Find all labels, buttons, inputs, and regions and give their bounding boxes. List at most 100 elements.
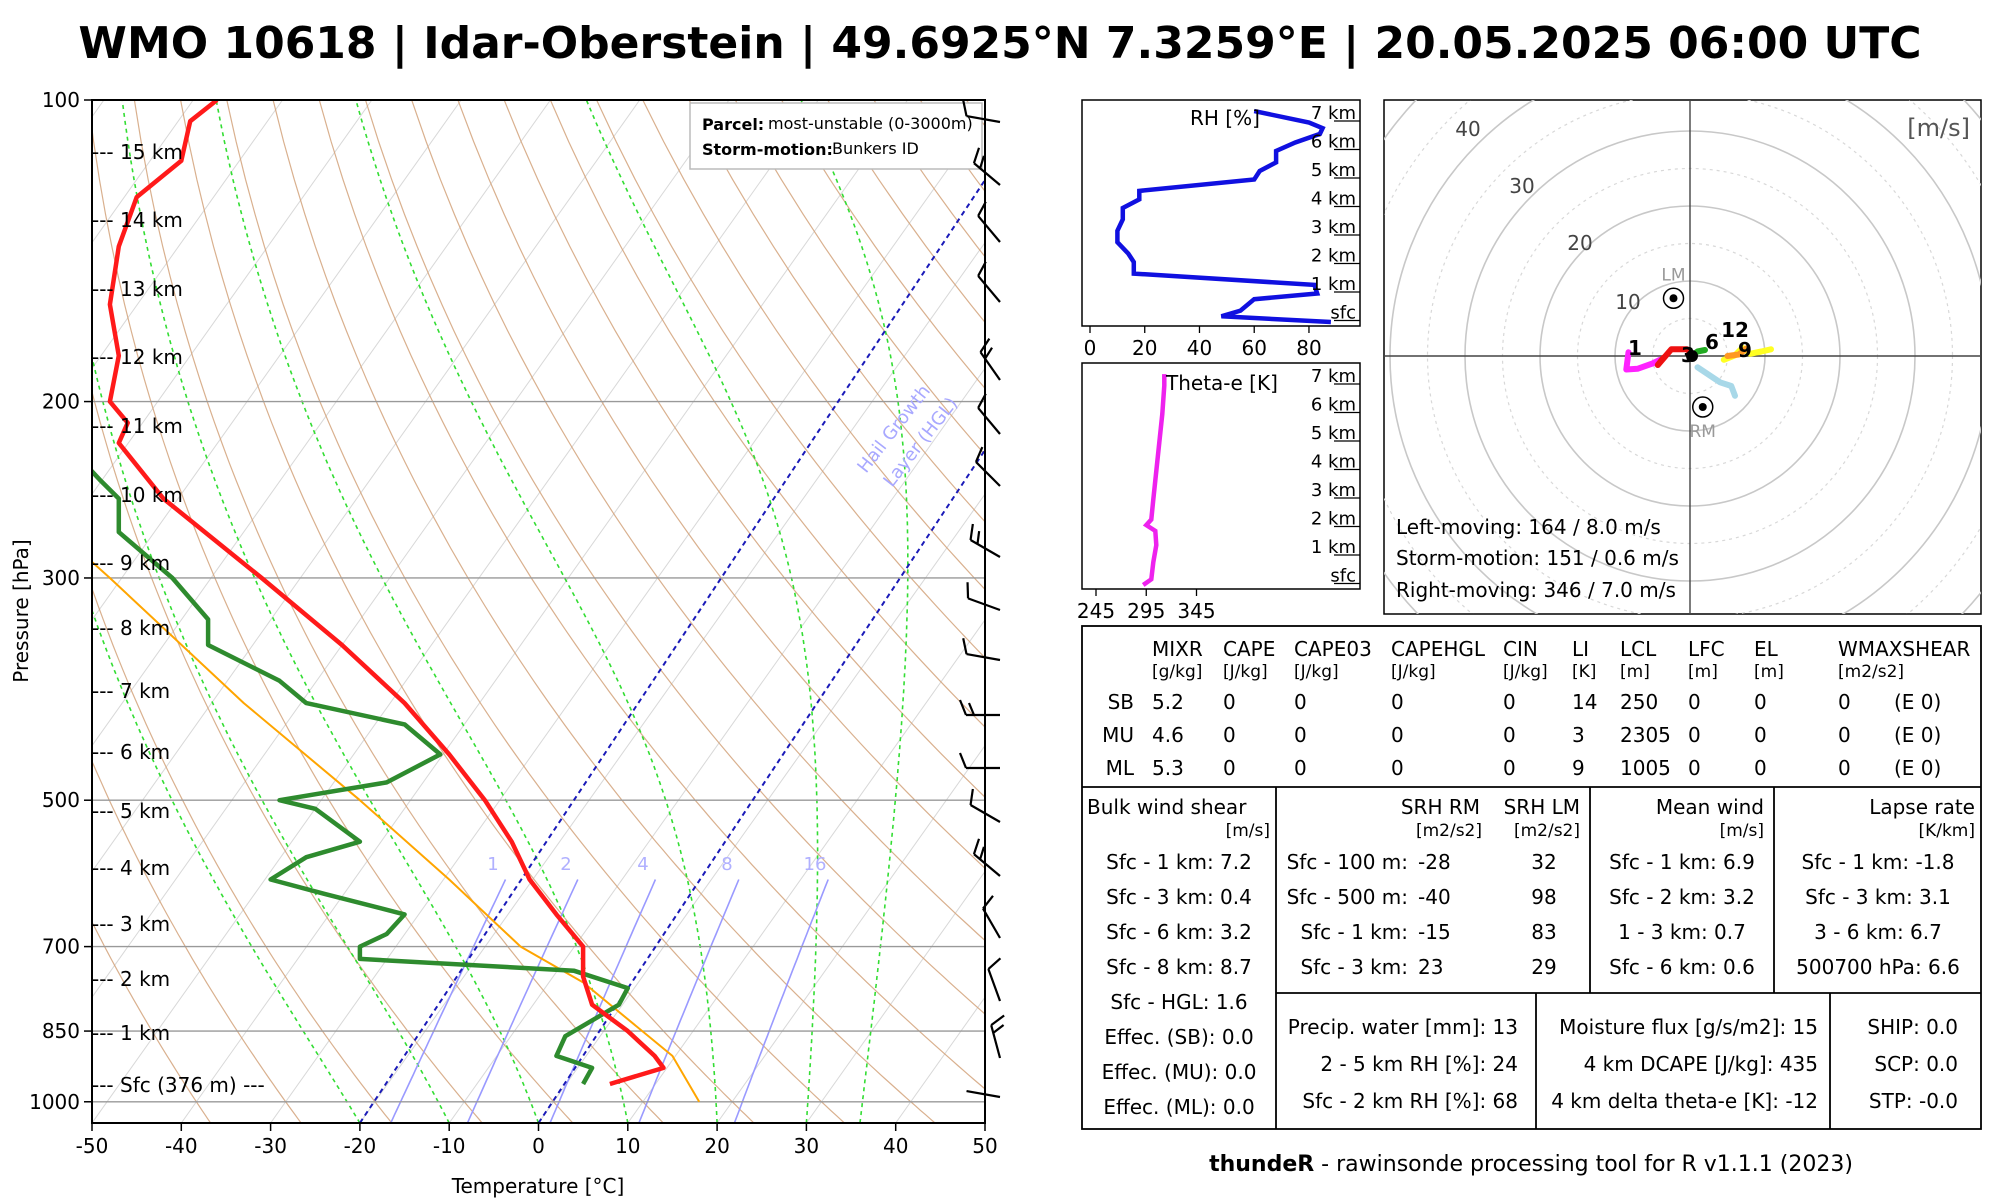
height-label: --- 8 km: [92, 616, 170, 640]
srh-rm-header: SRH RM: [1401, 795, 1480, 819]
srh-lm-unit: [m2/s2]: [1514, 821, 1580, 841]
temp-tick-label: 10: [615, 1134, 640, 1158]
srh-lm-value: 83: [1531, 920, 1556, 944]
temp-tick-label: -40: [165, 1134, 198, 1158]
barb-staff: [988, 969, 1000, 1001]
barb-flag: [980, 896, 996, 909]
srh-row-label: Sfc - 1 km:: [1300, 920, 1408, 944]
mean-wind-row: Sfc - 2 km: 3.2: [1609, 885, 1755, 909]
params-cell: 0: [1391, 690, 1404, 714]
srh-row-label: Sfc - 100 m:: [1287, 850, 1408, 874]
params-unit-cell: [m]: [1620, 662, 1650, 682]
rh-height-label: 4 km: [1311, 189, 1356, 210]
wind-barb: [974, 202, 1011, 242]
srh-rm-value: -15: [1418, 920, 1451, 944]
srh-row-label: Sfc - 3 km:: [1300, 955, 1408, 979]
srh-rm-value: -40: [1418, 885, 1451, 909]
height-label: --- 15 km: [92, 140, 183, 164]
rh-tick-label: 20: [1132, 336, 1157, 360]
thetae-height-label: 6 km: [1311, 395, 1356, 416]
hodograph-ring-label: 10: [1615, 290, 1640, 314]
params-cell: 0: [1688, 690, 1701, 714]
temp-tick-label: -20: [344, 1134, 377, 1158]
wind-barb: [990, 1015, 1015, 1058]
pressure-tick-label: 1000: [29, 1090, 80, 1114]
temp-tick-label: -30: [254, 1134, 287, 1158]
thetae-tick-label: 245: [1077, 599, 1115, 623]
params-cell: 5.3: [1152, 756, 1184, 780]
mean-wind-row: 1 - 3 km: 0.7: [1618, 920, 1746, 944]
rh-tick-label: 40: [1187, 336, 1212, 360]
dry-adiabat: [366, 100, 1117, 1123]
moisture-row: 2 - 5 km RH [%]: 24: [1320, 1052, 1518, 1076]
wind-barb: [961, 638, 1003, 660]
barb-flag: [965, 789, 978, 805]
srh-lm-header: SRH LM: [1504, 795, 1580, 819]
bulk-shear-row: Effec. (SB): 0.0: [1104, 1025, 1253, 1049]
wind-barb: [974, 394, 1011, 434]
mixing-ratio-label: 2: [560, 854, 571, 875]
params-cell: (E 0): [1894, 723, 1941, 747]
temp-tick-label: 30: [794, 1134, 819, 1158]
params-unit-cell: [J/kg]: [1294, 662, 1339, 682]
height-label: --- 4 km: [92, 856, 170, 880]
pressure-tick-label: 500: [42, 788, 80, 812]
params-unit-cell: [K]: [1572, 662, 1596, 682]
dry-adiabat: [319, 100, 1025, 1123]
rh-height-label: 7 km: [1311, 103, 1356, 124]
height-label: --- Sfc (376 m) ---: [92, 1073, 265, 1097]
rh-height-label: 1 km: [1311, 274, 1356, 295]
params-unit-cell: [J/kg]: [1503, 662, 1548, 682]
mixing-ratio-line: [639, 880, 739, 1124]
barb-staff: [974, 854, 1000, 876]
lapse-rate-row: 500700 hPa: 6.6: [1796, 955, 1960, 979]
hgl-line: [539, 450, 986, 1123]
pressure-tick-label: 100: [42, 88, 80, 112]
params-header-cell: MIXR: [1152, 637, 1203, 661]
mean-wind-row: Sfc - 1 km: 6.9: [1609, 850, 1755, 874]
params-cell: 3: [1572, 723, 1585, 747]
wind-barb: [962, 582, 1005, 610]
params-header: MIXR[g/kg]CAPE[J/kg]CAPE03[J/kg]CAPEHGL[…: [1152, 637, 1970, 682]
params-cell: 250: [1620, 690, 1658, 714]
parameters-table: MIXR[g/kg]CAPE[J/kg]CAPE03[J/kg]CAPEHGL[…: [1082, 626, 1981, 1129]
mixing-ratio-label: 16: [804, 854, 827, 875]
params-cell: 0: [1688, 723, 1701, 747]
height-label: --- 13 km: [92, 277, 183, 301]
lapse-rate-row: 3 - 6 km: 6.7: [1814, 920, 1942, 944]
lapse-rate-row: Sfc - 3 km: 3.1: [1805, 885, 1951, 909]
lapse-rate-title: Lapse rate: [1869, 795, 1975, 819]
moisture-row: Sfc - 2 km RH [%]: 68: [1302, 1089, 1518, 1113]
barb-staff: [980, 352, 1000, 380]
rh-height-label: 2 km: [1311, 246, 1356, 267]
params-cell: 0: [1503, 690, 1516, 714]
bulk-shear-row: Effec. (ML): 0.0: [1103, 1095, 1254, 1119]
barb-flag: [965, 524, 978, 540]
barb-staff: [978, 276, 1000, 302]
storm-vector-rm-dot: [1699, 403, 1707, 411]
barb-staff: [967, 1091, 1000, 1097]
pressure-tick-label: 200: [42, 390, 80, 414]
hodograph-ring-label: 20: [1567, 231, 1592, 255]
moisture-row: Precip. water [mm]: 13: [1288, 1015, 1518, 1039]
params-cell: 0: [1754, 756, 1767, 780]
mean-wind-row: Sfc - 6 km: 0.6: [1609, 955, 1755, 979]
wind-barbs: [960, 100, 1014, 1097]
bulk-shear-row: Sfc - 8 km: 8.7: [1106, 955, 1252, 979]
height-label: --- 5 km: [92, 799, 170, 823]
params-cell: 9: [1572, 756, 1585, 780]
rh-height-label: sfc: [1330, 303, 1356, 324]
wind-barb: [965, 789, 1007, 822]
storm-vector-lm-dot: [1670, 294, 1678, 302]
params-header-cell: LCL: [1620, 637, 1657, 661]
params-cell: 0: [1294, 690, 1307, 714]
bulk-shear-row: Sfc - 6 km: 3.2: [1106, 920, 1252, 944]
barb-flag: [974, 262, 989, 276]
barb-flag: [974, 202, 989, 216]
legend-storm-value: Bunkers ID: [832, 139, 919, 158]
